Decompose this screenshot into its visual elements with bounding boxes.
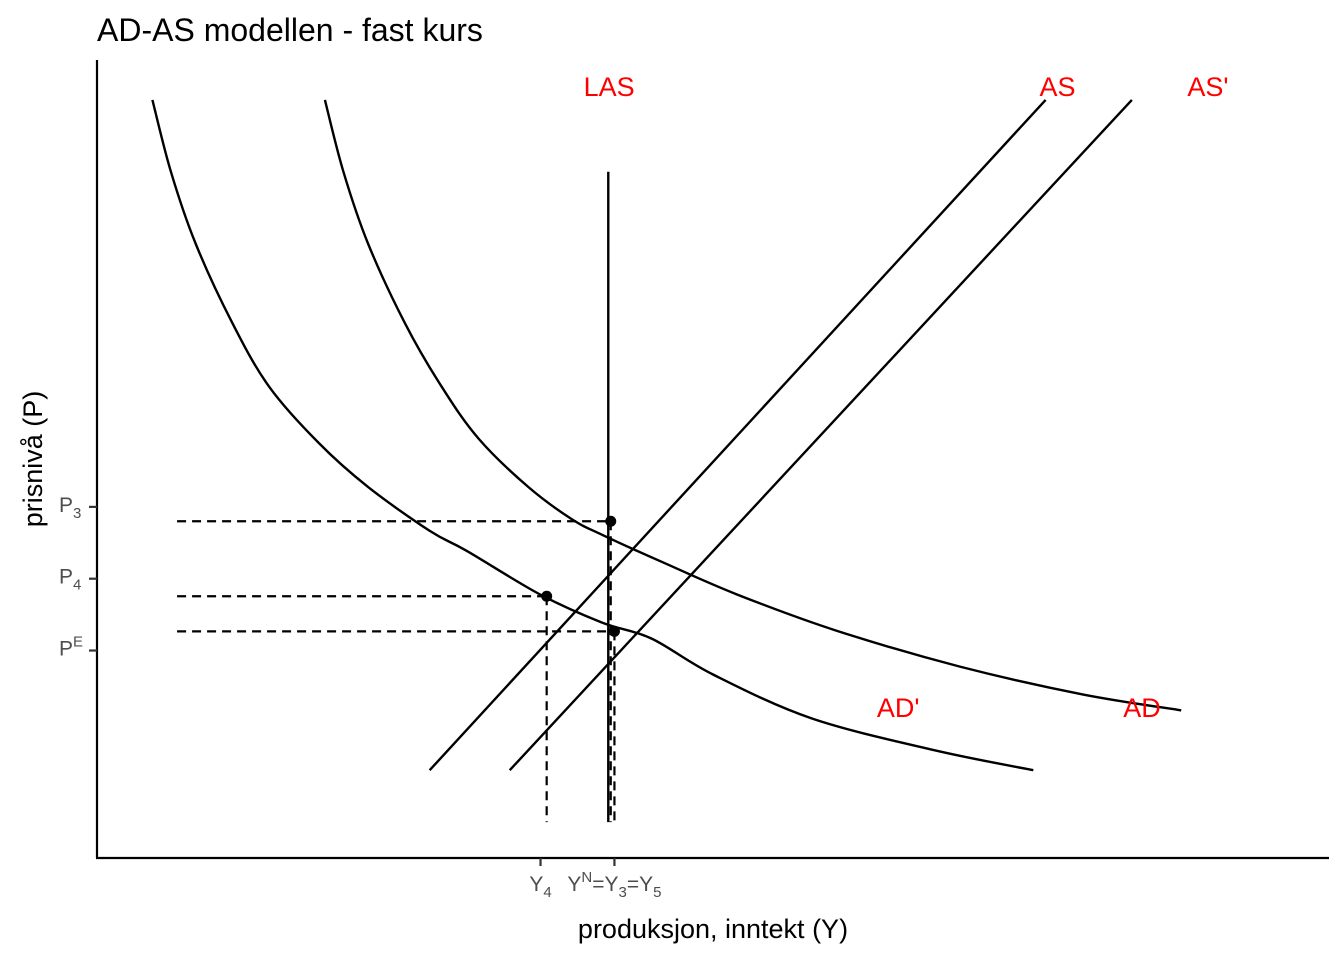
x-tick-label-1: Y4 [529,873,551,901]
y-tick-label-1: P3 [59,494,81,522]
as-label: AS [1039,72,1075,102]
chart-title: AD-AS modellen - fast kurs [97,12,483,48]
as-line [428,99,1047,772]
las-label: LAS [584,72,635,102]
as-prime-line [508,99,1133,772]
ad-label: AD [1123,693,1161,723]
equilibrium-point-2 [541,590,553,602]
ad-prime-curve [151,99,1034,772]
y-tick-label-3: PE [59,634,83,661]
plot-area: AD AD' AS AS' LAS [151,72,1229,823]
y-tick-label-2: P4 [59,566,81,594]
equilibrium-point-1 [605,515,617,527]
equilibrium-point-3 [608,625,620,637]
tick-layer: Y4 YN=Y3=Y5 P3 P4 PE [59,494,661,901]
ad-curve [323,99,1182,712]
ad-prime-label: AD' [877,693,920,723]
as-prime-label: AS' [1187,72,1228,102]
x-axis-label: produksjon, inntekt (Y) [578,914,848,944]
x-tick-label-2: YN=Y3=Y5 [567,869,661,901]
y-axis-label: prisnivå (P) [18,391,48,528]
